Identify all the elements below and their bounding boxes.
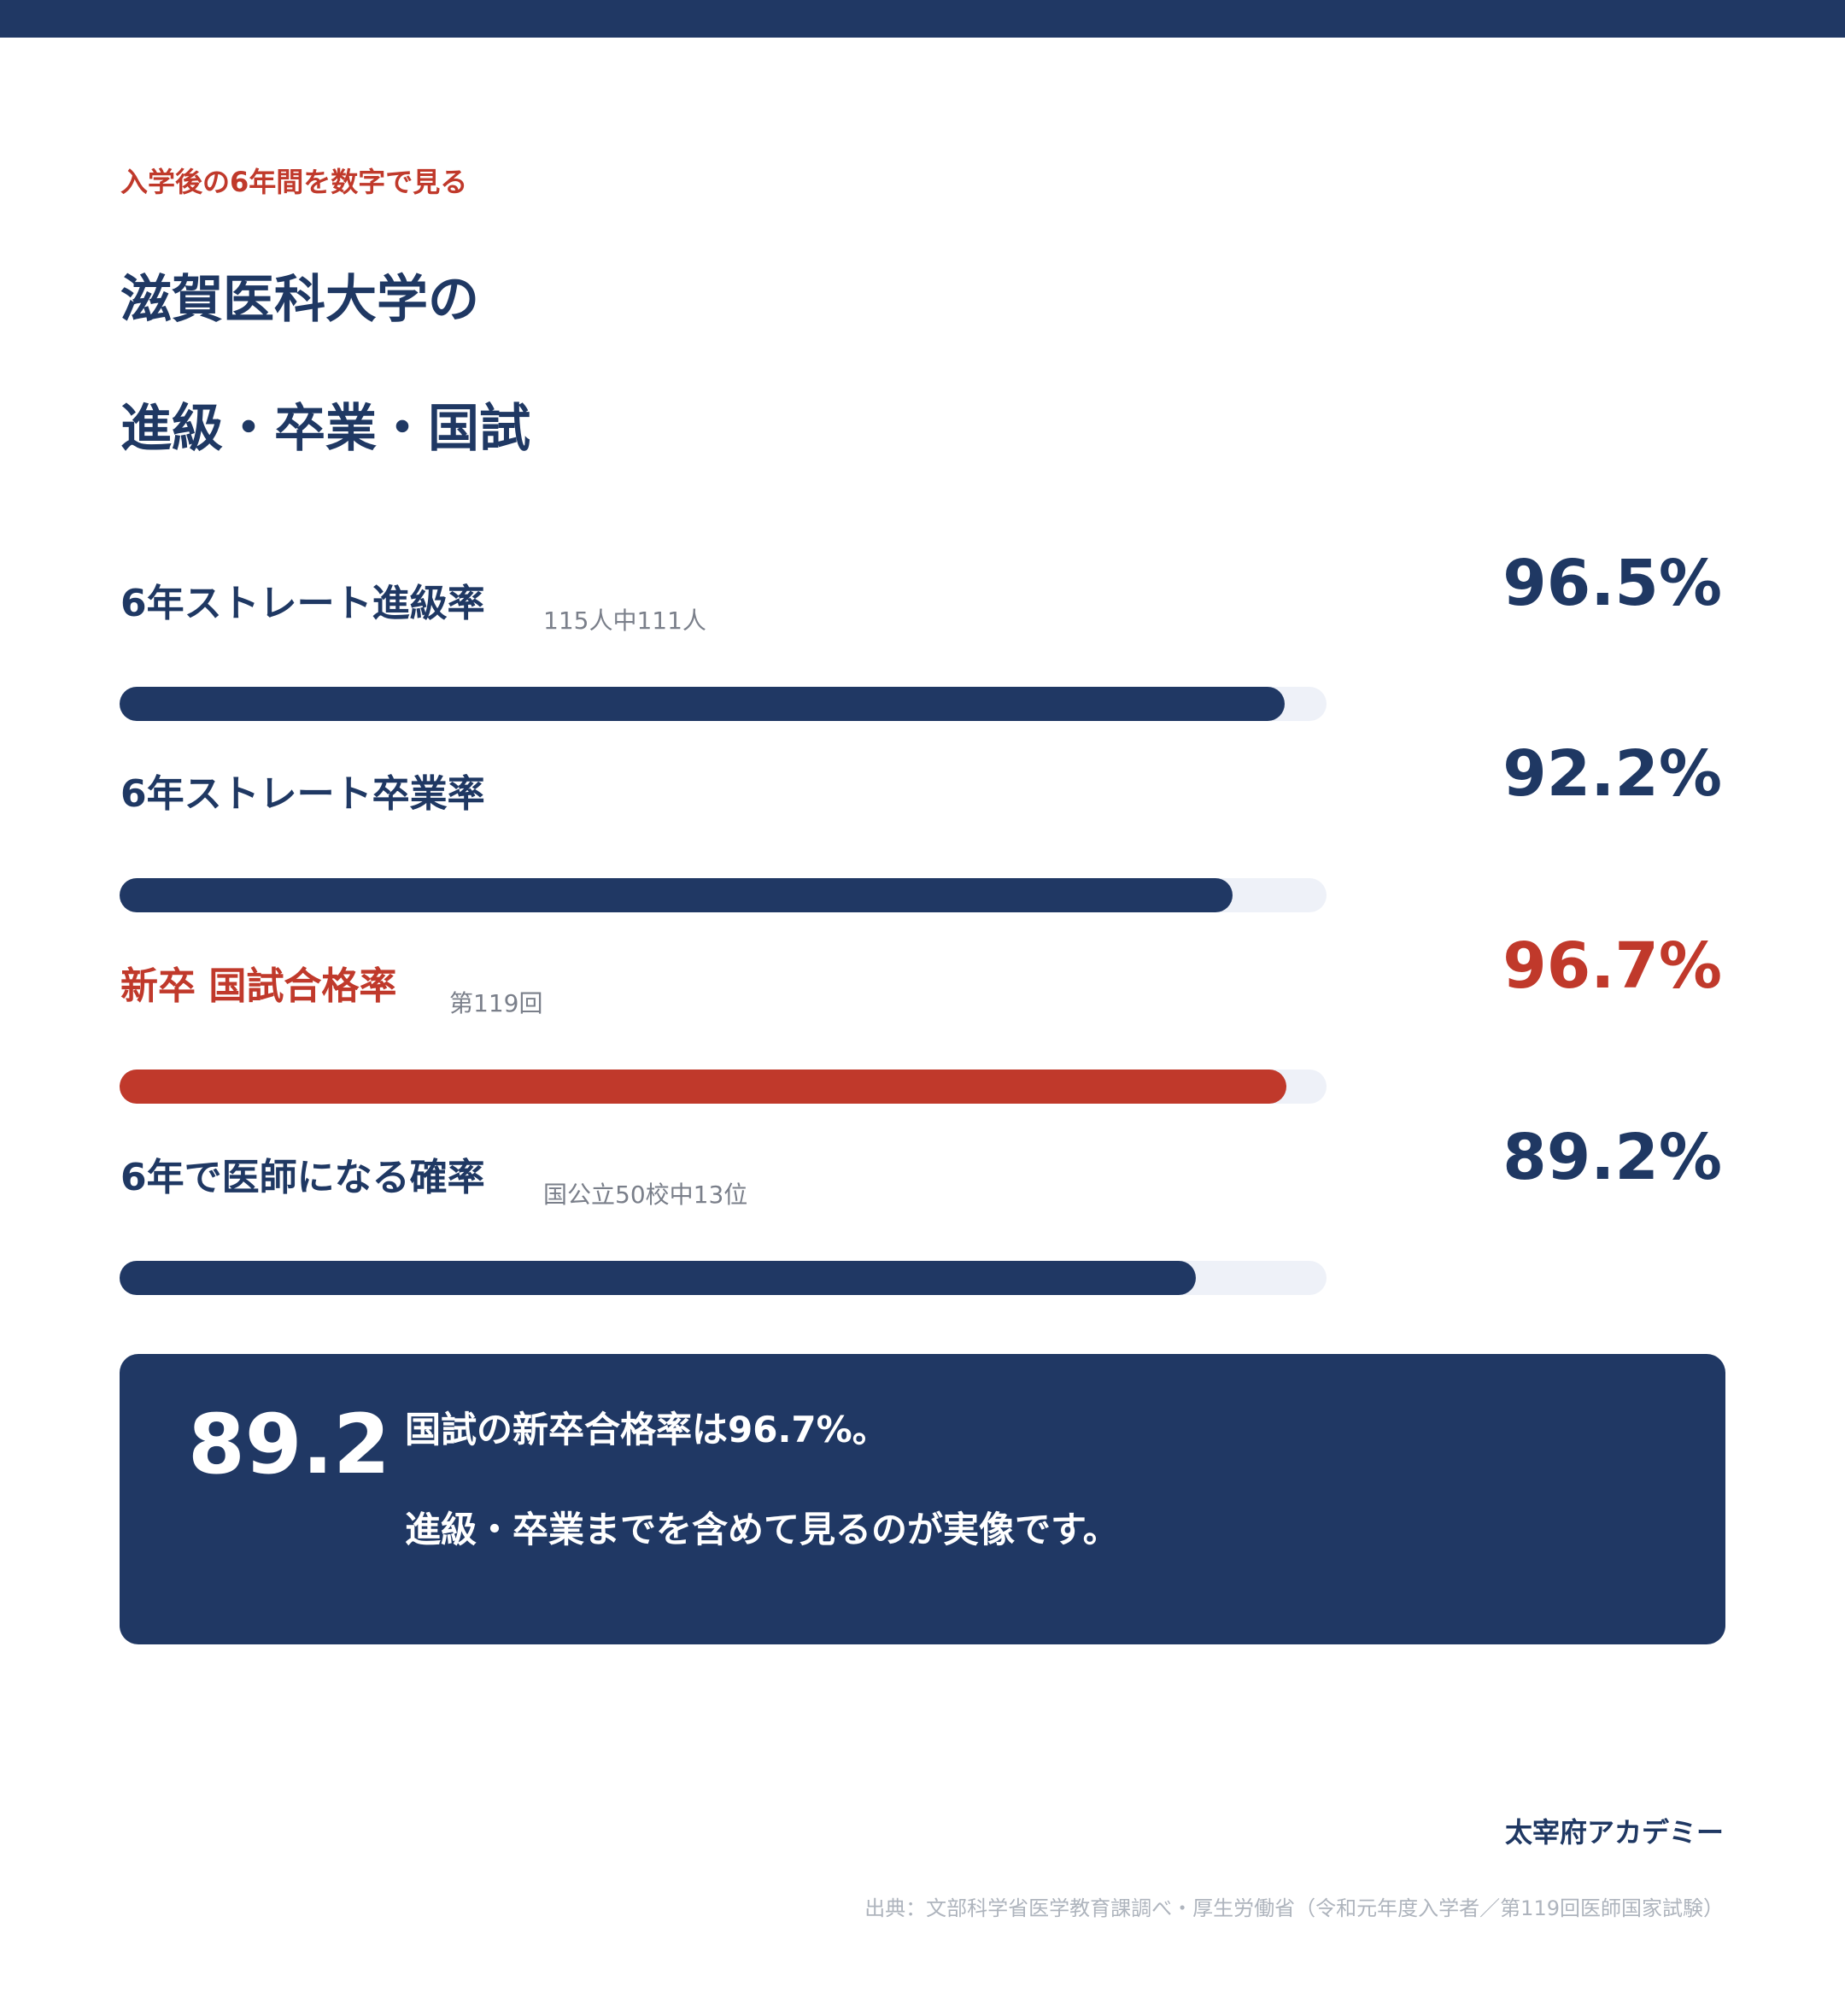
top-accent-bar	[0, 0, 1845, 38]
metric-note-advancement: 115人中111人	[543, 607, 706, 635]
metric-label-exam-pass: 新卒 国試合格率	[120, 964, 397, 1008]
metric-value-advancement: 96.5%	[1502, 547, 1722, 620]
metric-label-advancement: 6年ストレート進級率	[120, 582, 485, 625]
page-title-line-1: 滋賀医科大学の	[120, 270, 479, 330]
source-citation: 出典：文部科学省医学教育課調べ・厚生労働省（令和元年度入学者／第119回医師国家…	[864, 1896, 1724, 1920]
bar-track-graduation	[120, 878, 1327, 912]
bar-fill-graduation	[120, 878, 1233, 912]
summary-number: 89.2	[188, 1397, 390, 1492]
bar-fill-exam-pass	[120, 1070, 1287, 1104]
metric-note-become-doctor: 国公立50校中13位	[543, 1181, 748, 1209]
summary-line-2: 進級・卒業までを含めて見るのが実像です。	[405, 1509, 1119, 1550]
summary-line-1: 国試の新卒合格率は96.7%。	[405, 1409, 888, 1450]
metric-note-exam-pass: 第119回	[449, 989, 543, 1017]
metric-value-exam-pass: 96.7%	[1502, 929, 1722, 1003]
metric-label-graduation: 6年ストレート卒業率	[120, 772, 485, 816]
bar-track-exam-pass	[120, 1070, 1327, 1104]
bar-track-advancement	[120, 687, 1327, 721]
page-title-line-2: 進級・卒業・国試	[120, 399, 530, 459]
bar-fill-become-doctor	[120, 1261, 1197, 1295]
metric-value-graduation: 92.2%	[1502, 737, 1722, 811]
metric-label-become-doctor: 6年で医師になる確率	[120, 1156, 485, 1199]
bar-fill-advancement	[120, 687, 1285, 721]
metric-value-become-doctor: 89.2%	[1502, 1121, 1722, 1194]
brand-name: 太宰府アカデミー	[1504, 1816, 1724, 1849]
summary-panel: 89.2 国試の新卒合格率は96.7%。 進級・卒業までを含めて見るのが実像です…	[120, 1354, 1725, 1644]
bar-track-become-doctor	[120, 1261, 1327, 1295]
eyebrow-text: 入学後の6年間を数字で見る	[120, 166, 468, 198]
